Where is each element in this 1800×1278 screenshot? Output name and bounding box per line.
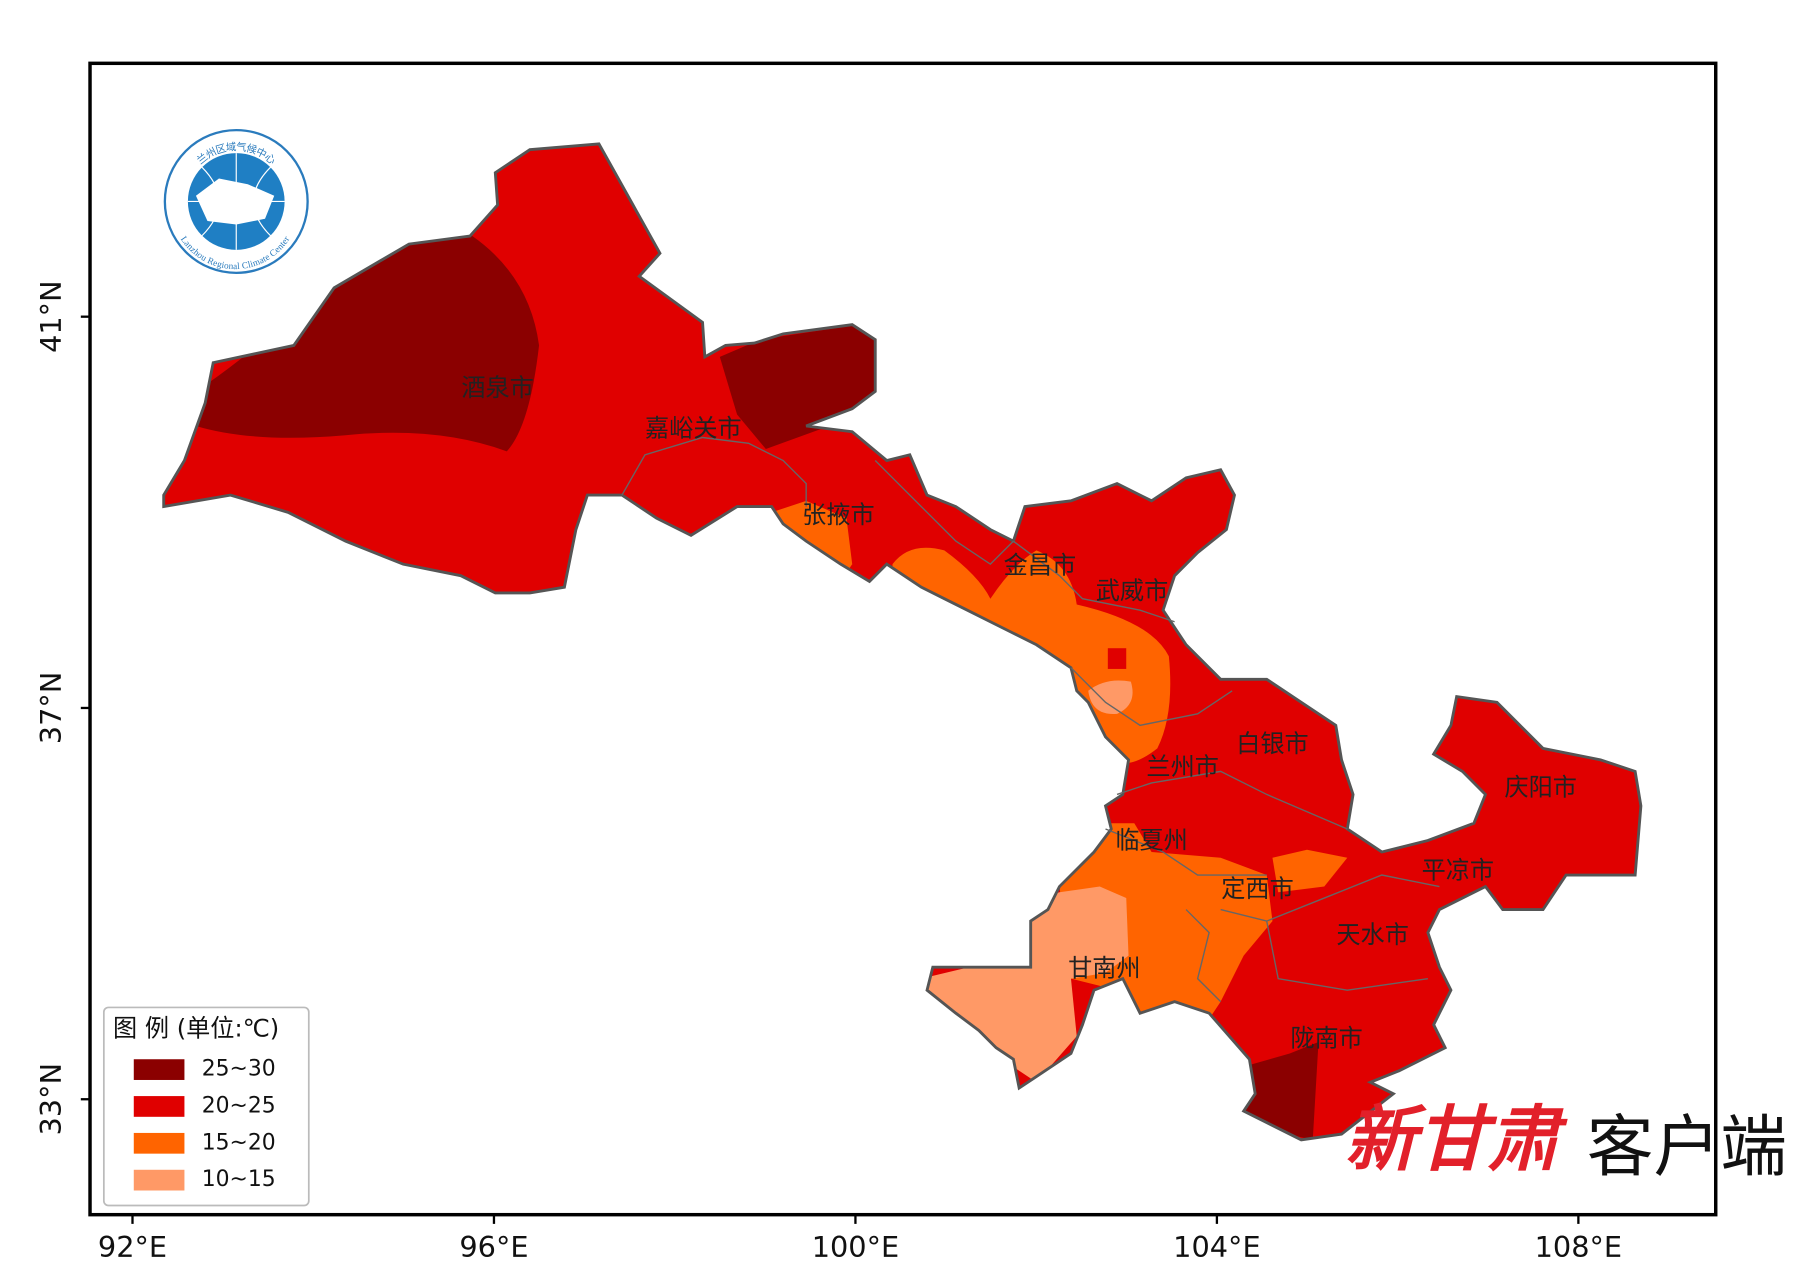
logo: 兰州区域气候中心 Lanzhou Regional Climate Center xyxy=(163,128,309,275)
city-label: 兰州市 xyxy=(1146,753,1218,781)
zone-15-20 xyxy=(1272,849,1348,893)
axes: 92°E 96°E 100°E 104°E 108°E 41°N 37°N 33°N xyxy=(34,280,1622,1264)
zone-25-30 xyxy=(719,324,882,450)
watermark: 新甘肃 客户端 xyxy=(1345,1097,1787,1186)
city-label: 陇南市 xyxy=(1290,1025,1362,1053)
legend-title: 图 例 (单位:℃) xyxy=(113,1014,279,1042)
city-label: 庆阳市 xyxy=(1504,774,1576,802)
legend-label: 15~20 xyxy=(202,1130,276,1155)
city-label: 嘉峪关市 xyxy=(645,414,742,442)
city-label: 定西市 xyxy=(1221,875,1293,903)
x-tick-label: 108°E xyxy=(1535,1230,1622,1264)
logo-grid xyxy=(187,153,285,250)
legend-swatch xyxy=(133,1059,185,1080)
x-tick-label: 100°E xyxy=(812,1230,899,1264)
x-tick-label: 104°E xyxy=(1173,1230,1260,1264)
city-label: 武威市 xyxy=(1096,577,1168,605)
y-tick-label: 37°N xyxy=(34,672,68,745)
zone-25-30 xyxy=(195,235,540,452)
y-tick-label: 33°N xyxy=(34,1063,68,1136)
city-label: 天水市 xyxy=(1336,921,1408,949)
x-tick-label: 96°E xyxy=(459,1230,528,1264)
x-tick-label: 92°E xyxy=(98,1230,167,1264)
city-label: 张掖市 xyxy=(802,501,874,529)
zone-20-25 xyxy=(1107,648,1127,669)
city-label: 酒泉市 xyxy=(461,374,533,402)
legend-swatch xyxy=(133,1132,185,1154)
legend-box xyxy=(102,1006,310,1207)
city-label: 临夏州 xyxy=(1115,827,1187,855)
y-tick-label: 41°N xyxy=(34,280,68,353)
legend-label: 20~25 xyxy=(202,1093,276,1118)
legend: 图 例 (单位:℃) 25~30 20~25 15~20 10~15 xyxy=(102,1006,310,1207)
legend-swatch xyxy=(133,1169,185,1191)
zone-25-30 xyxy=(1237,1041,1319,1140)
watermark-brand: 新甘肃 xyxy=(1345,1097,1568,1181)
legend-label: 25~30 xyxy=(202,1057,276,1082)
map-frame xyxy=(88,61,1718,1217)
city-label: 平凉市 xyxy=(1422,857,1494,885)
city-label: 甘南州 xyxy=(1068,954,1140,982)
city-borders xyxy=(621,436,1440,1003)
watermark-suffix: 客户端 xyxy=(1587,1108,1787,1186)
legend-swatch xyxy=(133,1096,185,1117)
city-label: 白银市 xyxy=(1236,730,1308,758)
city-label: 金昌市 xyxy=(1004,551,1076,579)
zone-10-15 xyxy=(1088,680,1133,715)
legend-label: 10~15 xyxy=(202,1167,276,1192)
